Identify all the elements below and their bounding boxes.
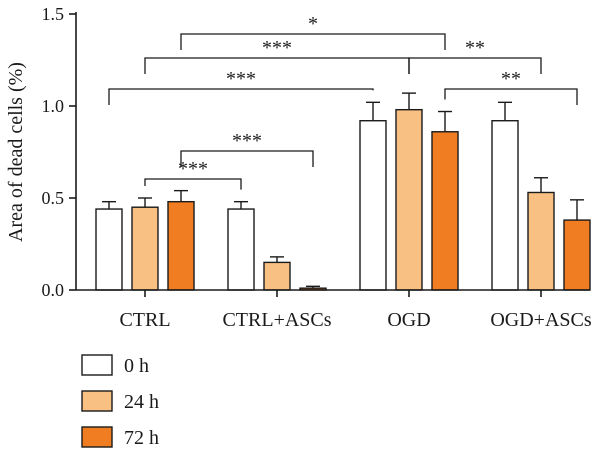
significance-5-label: **	[465, 37, 485, 59]
legend-swatch-24-h	[81, 390, 113, 412]
significance-1-label: ***	[178, 158, 208, 180]
bar-ogd-ascs-24-h	[527, 191, 555, 291]
legend-label-0-h: 0 h	[124, 355, 149, 377]
bar-ogd-ascs-0-h	[491, 120, 519, 291]
significance-7-bracket	[180, 33, 446, 50]
legend: 0 h 24 h 72 h	[81, 354, 159, 449]
legend-label-24-h: 24 h	[124, 391, 159, 413]
significance-6-bracket	[444, 88, 578, 105]
axes: 0.0 0.5 1.0 1.5 CTRL CTRL+ASCs OGD OGD+ASCs Area…	[5, 4, 592, 331]
legend-swatch-0-h	[81, 354, 113, 376]
significance-brackets: ************ *****	[108, 13, 578, 190]
y-tick-label-1-5: 1.5	[42, 4, 65, 24]
significance-5-bracket	[408, 57, 542, 74]
bar-ctrl-24-h	[131, 206, 159, 291]
legend-label-72-h: 72 h	[124, 427, 159, 449]
y-tick-label-0-5: 0.5	[42, 188, 65, 208]
bar-ctrl-ascs-0-h	[227, 208, 255, 291]
significance-3-bracket	[108, 88, 374, 105]
significance-3-label: ***	[226, 68, 256, 90]
x-tick-label-ogd-ascs: OGD+ASCs	[490, 309, 592, 331]
significance-6-label: **	[501, 68, 521, 90]
significance-7-label: *	[308, 13, 318, 35]
bar-ogd-72-h	[431, 131, 459, 291]
y-tick-label-1-0: 1.0	[42, 96, 65, 116]
significance-4-bracket	[144, 57, 410, 74]
significance-2-bracket	[180, 150, 314, 167]
bar-ogd-ascs-72-h	[563, 219, 591, 291]
plot-area	[95, 92, 591, 291]
bar-ogd-24-h	[395, 108, 423, 291]
bar-ctrl-0-h	[95, 208, 123, 291]
x-tick-label-ogd: OGD	[387, 309, 430, 331]
bar-ogd-0-h	[359, 120, 387, 291]
x-tick-label-ctrl: CTRL	[119, 309, 170, 331]
significance-1-bracket	[144, 178, 242, 190]
bar-ctrl-72-h	[167, 200, 195, 291]
significance-4-label: ***	[262, 37, 292, 59]
x-tick-label-ctrl-ascs: CTRL+ASCs	[222, 309, 331, 331]
bar-ctrl-ascs-24-h	[263, 261, 291, 291]
legend-swatch-72-h	[81, 426, 113, 448]
significance-2-label: ***	[232, 130, 262, 152]
y-tick-label-0-0: 0.0	[42, 280, 65, 300]
y-axis-label: Area of dead cells (%)	[5, 62, 27, 242]
